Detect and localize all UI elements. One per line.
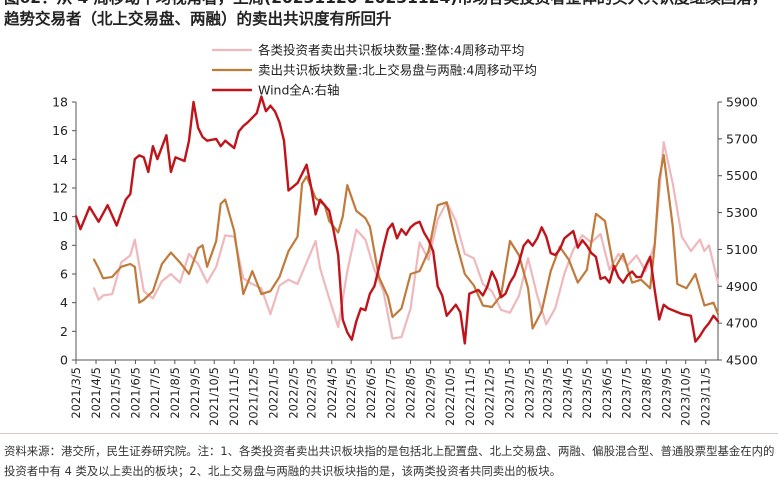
x-tick-label: 2022/3/5 — [305, 367, 319, 419]
x-tick-label: 2021/9/5 — [188, 367, 202, 419]
x-tick-label: 2023/6/5 — [600, 367, 614, 419]
x-tick-label: 2021/7/5 — [148, 367, 162, 419]
right-tick-label: 4500 — [726, 353, 758, 368]
x-tick-label: 2022/11/5 — [463, 367, 477, 426]
right-tick-label: 4900 — [726, 279, 758, 294]
source-note: 资料来源：港交所，民生证券研究院。注：1、各类投资者卖出共识板块指的是包括北上配… — [4, 444, 775, 478]
x-tick-label: 2022/9/5 — [424, 367, 438, 419]
x-tick-label: 2021/12/5 — [247, 367, 261, 426]
x-tick-label: 2022/10/5 — [443, 367, 457, 426]
x-tick-label: 2023/10/5 — [679, 367, 693, 426]
left-tick-label: 4 — [60, 295, 68, 310]
right-tick-label: 5300 — [726, 205, 758, 220]
right-tick-label: 5900 — [726, 95, 758, 110]
x-tick-label: 2022/12/5 — [482, 367, 496, 426]
left-tick-label: 14 — [52, 152, 68, 167]
chart-series — [74, 95, 720, 345]
x-tick-label: 2023/4/5 — [561, 367, 575, 419]
left-tick-label: 10 — [52, 209, 68, 224]
legend-label-2: Wind全A:右轴 — [258, 83, 339, 98]
chart-canvas: 各类投资者卖出共识板块数量:整体:4周移动平均卖出共识板块数量:北上交易盘与两融… — [52, 43, 758, 426]
legend-label-1: 卖出共识板块数量:北上交易盘与两融:4周移动平均 — [258, 63, 537, 78]
left-tick-label: 16 — [52, 123, 68, 138]
x-tick-label: 2023/11/5 — [699, 367, 713, 426]
series-line-2 — [74, 95, 720, 345]
series-line-1 — [93, 153, 720, 330]
left-tick-label: 18 — [52, 95, 68, 110]
x-tick-label: 2023/8/5 — [639, 367, 653, 419]
x-tick-label: 2022/4/5 — [325, 367, 339, 419]
figure-title: 图62：从 4 周移动平均视角看，上周(20231120-20231124)市场… — [4, 0, 767, 28]
x-tick-label: 2022/5/5 — [344, 367, 358, 419]
x-tick-label: 2023/3/5 — [540, 367, 554, 419]
right-tick-label: 4700 — [726, 316, 758, 331]
legend-label-0: 各类投资者卖出共识板块数量:整体:4周移动平均 — [258, 43, 524, 58]
left-tick-label: 2 — [60, 324, 68, 339]
left-tick-label: 0 — [60, 353, 68, 368]
left-tick-label: 6 — [60, 267, 68, 282]
series-line-0 — [93, 141, 720, 340]
right-tick-label: 5100 — [726, 242, 758, 257]
x-tick-label: 2023/9/5 — [659, 367, 673, 419]
footnote-divider — [0, 433, 778, 434]
x-tick-label: 2022/2/5 — [287, 367, 301, 419]
chart-axes: 0 2 4 6 8 10 12 14 16 18 4500 4700 4900 5100 5300 5500 5… — [52, 95, 758, 426]
x-tick-label: 2021/10/5 — [207, 367, 221, 426]
x-tick-label: 2022/1/5 — [267, 367, 281, 419]
x-tick-label: 2021/5/5 — [108, 367, 122, 419]
x-tick-label: 2021/4/5 — [89, 367, 103, 419]
right-tick-label: 5700 — [726, 131, 758, 146]
right-tick-label: 5500 — [726, 168, 758, 183]
left-tick-label: 12 — [52, 181, 68, 196]
x-tick-label: 2023/7/5 — [619, 367, 633, 419]
chart-legend: 各类投资者卖出共识板块数量:整体:4周移动平均卖出共识板块数量:北上交易盘与两融… — [212, 43, 537, 98]
x-tick-label: 2021/6/5 — [128, 367, 142, 419]
x-tick-label: 2022/7/5 — [384, 367, 398, 419]
x-tick-label: 2021/8/5 — [168, 367, 182, 419]
x-tick-label: 2021/3/5 — [69, 367, 83, 419]
x-tick-label: 2023/5/5 — [580, 367, 594, 419]
x-tick-label: 2022/8/5 — [404, 367, 418, 419]
left-tick-label: 8 — [60, 238, 68, 253]
x-tick-label: 2023/2/5 — [522, 367, 536, 419]
x-tick-label: 2022/6/5 — [364, 367, 378, 419]
x-tick-label: 2021/11/5 — [227, 367, 241, 426]
x-tick-label: 2023/1/5 — [502, 367, 516, 419]
